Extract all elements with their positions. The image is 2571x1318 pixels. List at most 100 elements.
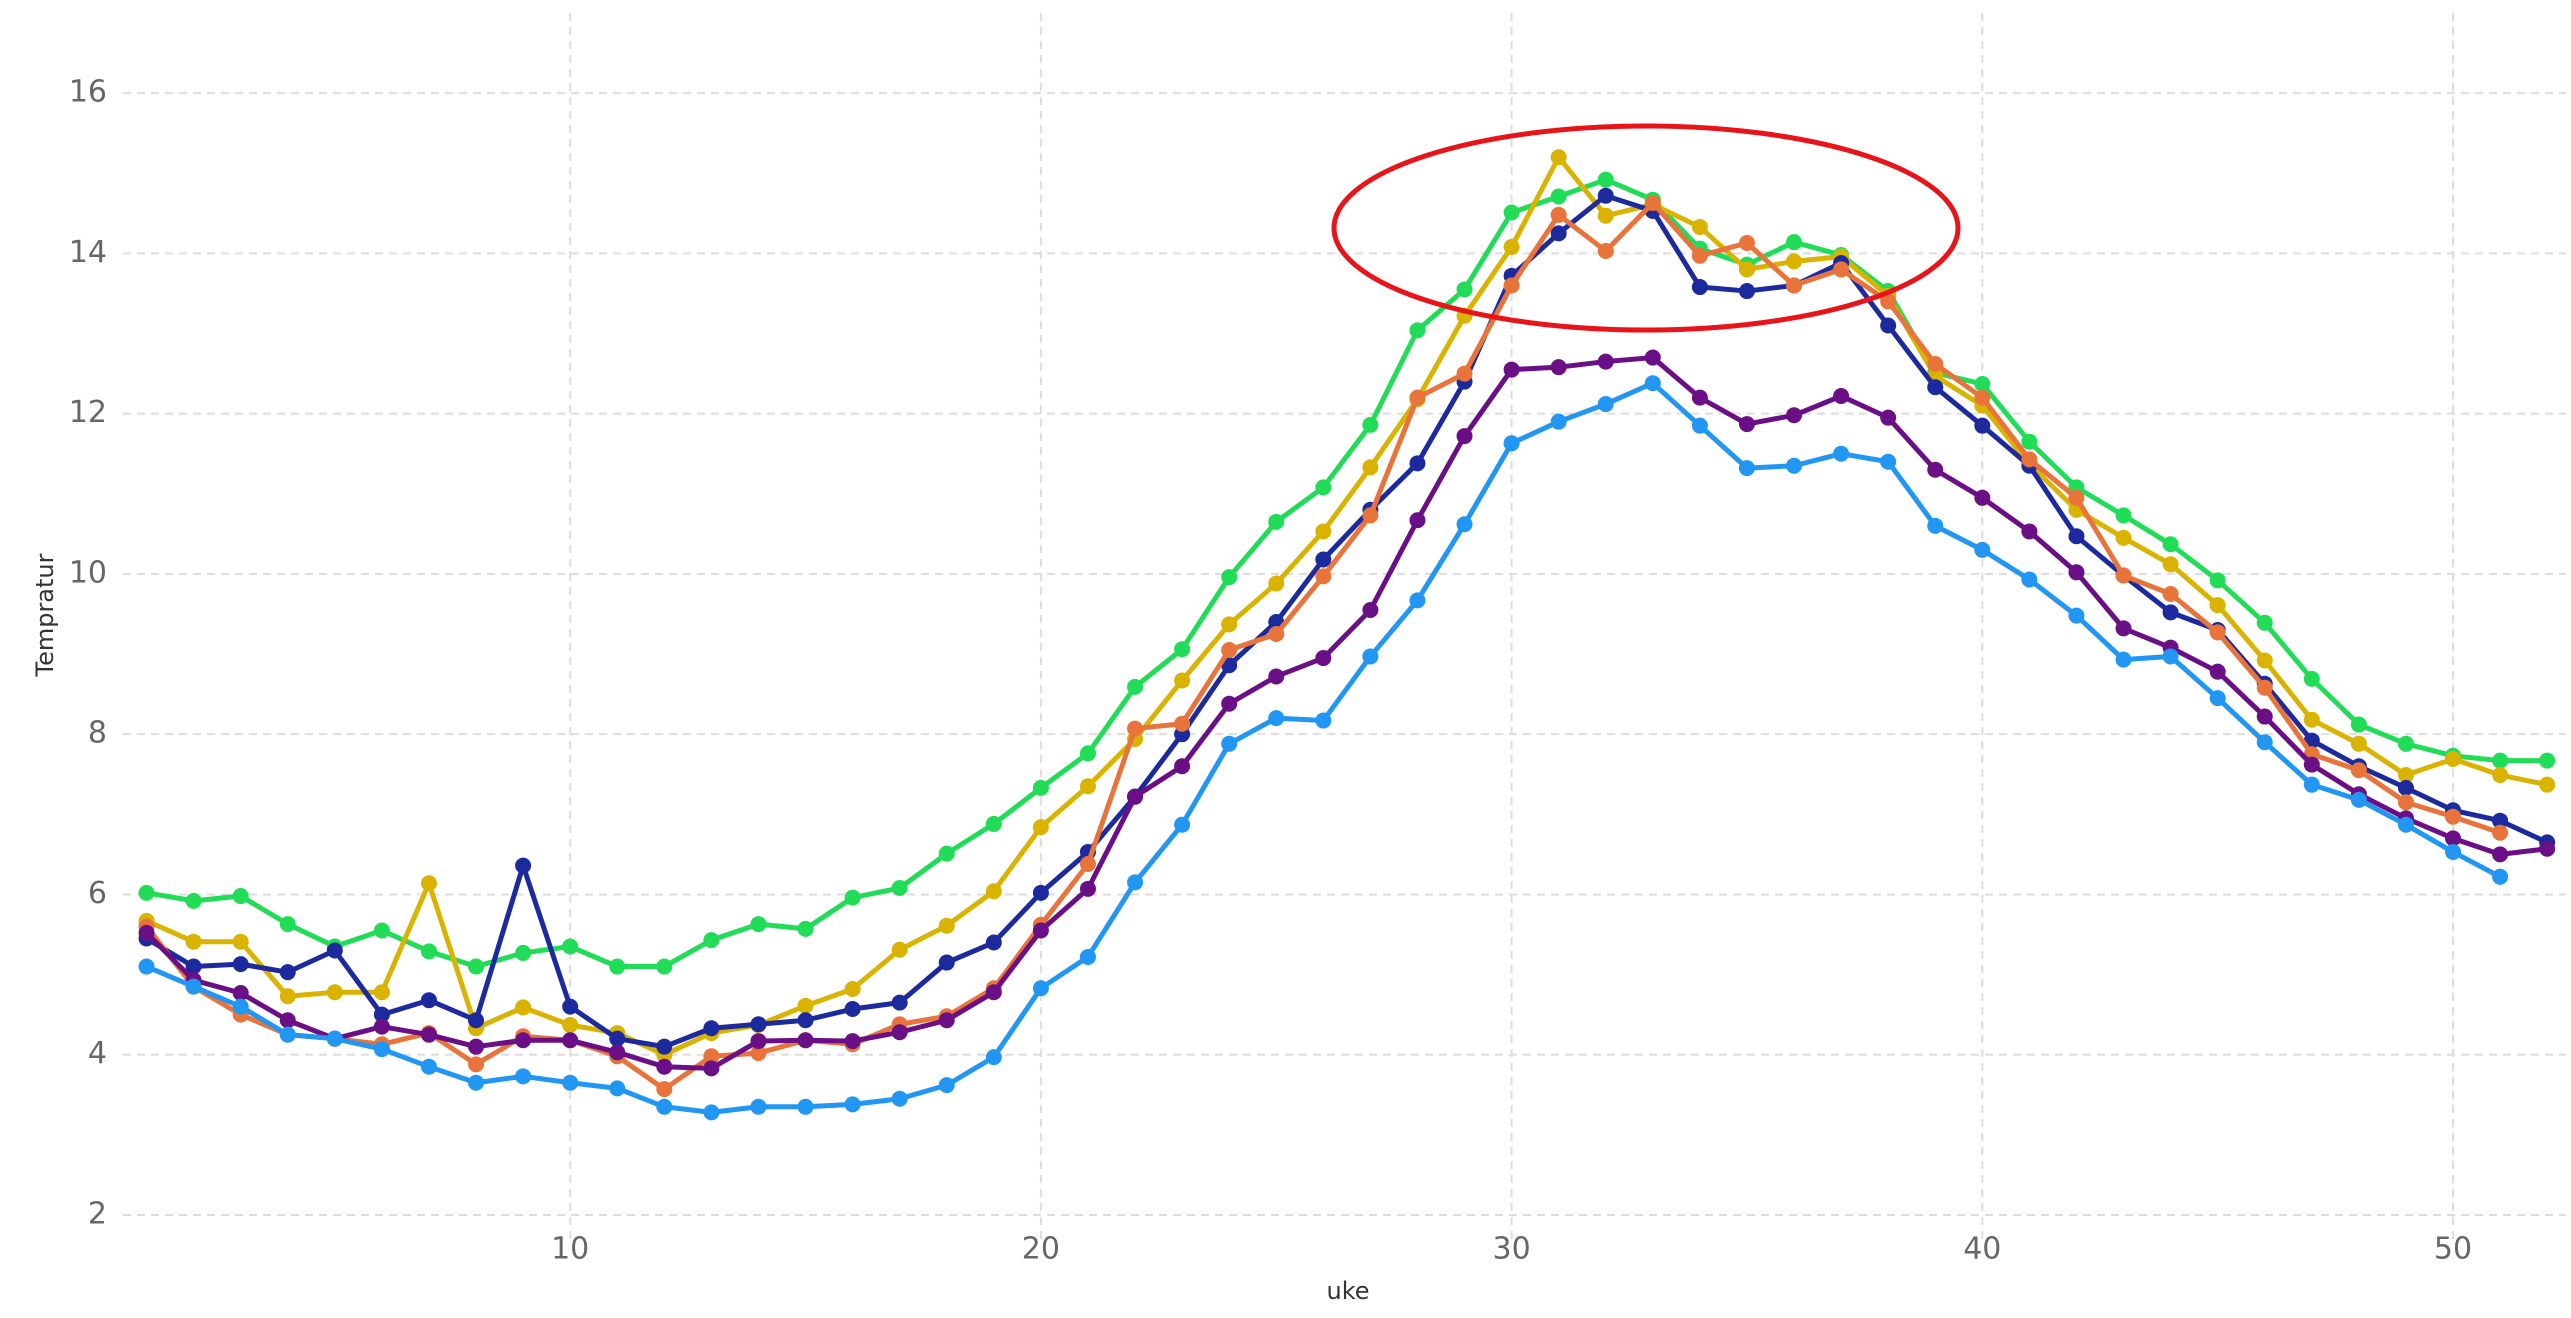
- data-point: [232, 984, 249, 1001]
- data-point: [1127, 720, 1144, 737]
- data-point: [2162, 604, 2179, 621]
- data-point: [656, 1058, 673, 1075]
- y-tick-label: 8: [88, 716, 107, 751]
- data-point: [2256, 614, 2273, 631]
- data-point: [468, 1074, 485, 1091]
- data-point: [2021, 451, 2038, 468]
- data-point: [279, 916, 296, 933]
- data-point: [2256, 679, 2273, 696]
- data-point: [844, 1001, 861, 1018]
- data-point: [1503, 238, 1520, 255]
- data-point: [1315, 650, 1332, 667]
- data-point: [2256, 708, 2273, 725]
- data-point: [1362, 459, 1379, 476]
- data-point: [2492, 812, 2509, 829]
- data-point: [1362, 601, 1379, 618]
- data-point: [2397, 779, 2414, 796]
- data-point: [609, 1030, 626, 1047]
- data-point: [1221, 657, 1238, 674]
- data-point: [1032, 779, 1049, 796]
- data-point: [562, 998, 579, 1015]
- data-point: [326, 942, 343, 959]
- y-tick-label: 4: [88, 1036, 107, 1071]
- data-point: [2209, 690, 2226, 707]
- data-point: [656, 1038, 673, 1055]
- plot: 2 4 6 8 10 12 14 16 10 20 30 40 50: [69, 13, 2566, 1267]
- data-point: [1503, 204, 1520, 221]
- data-point: [468, 1038, 485, 1055]
- data-point: [750, 1098, 767, 1115]
- data-point: [797, 920, 814, 937]
- data-point: [2492, 824, 2509, 841]
- data-point: [703, 1060, 720, 1077]
- data-point: [1409, 455, 1426, 472]
- data-point: [138, 958, 155, 975]
- data-point: [1927, 379, 1944, 396]
- series-line: [145, 193, 2549, 1050]
- data-point: [750, 916, 767, 933]
- data-point: [185, 978, 202, 995]
- data-point: [703, 1104, 720, 1121]
- data-point: [2350, 762, 2367, 779]
- data-point: [750, 1033, 767, 1050]
- data-point: [1691, 218, 1708, 235]
- data-point: [1927, 355, 1944, 372]
- y-tick-label: 12: [69, 395, 107, 430]
- data-point: [1127, 874, 1144, 891]
- y-tick-label: 6: [88, 876, 107, 911]
- data-point: [1974, 489, 1991, 506]
- x-tick-label: 20: [1022, 1232, 1060, 1267]
- data-point: [1974, 376, 1991, 393]
- series-line: [144, 200, 2501, 1092]
- data-point: [1786, 407, 1803, 424]
- data-point: [2256, 652, 2273, 669]
- data-point: [844, 980, 861, 997]
- data-point: [279, 1026, 296, 1043]
- data-point: [750, 1045, 767, 1062]
- data-point: [891, 1090, 908, 1107]
- data-point: [703, 1020, 720, 1037]
- data-point: [1786, 253, 1803, 270]
- data-point: [1456, 428, 1473, 445]
- data-point: [1927, 461, 1944, 478]
- data-point: [2539, 752, 2556, 769]
- data-point: [1550, 188, 1567, 205]
- data-point: [1268, 575, 1285, 592]
- data-point: [703, 932, 720, 949]
- data-point: [1362, 648, 1379, 665]
- data-point: [1174, 715, 1191, 732]
- data-point: [420, 992, 437, 1009]
- data-point: [1362, 507, 1379, 524]
- data-point: [1315, 479, 1332, 496]
- data-point: [938, 845, 955, 862]
- data-point: [420, 1026, 437, 1043]
- data-point: [1691, 417, 1708, 434]
- data-point: [1644, 194, 1661, 211]
- data-point: [1880, 409, 1897, 426]
- data-point: [1833, 445, 1850, 462]
- data-point: [2162, 556, 2179, 573]
- data-point: [985, 883, 1002, 900]
- data-point: [2115, 529, 2132, 546]
- data-point: [515, 944, 532, 961]
- data-point: [1503, 277, 1520, 294]
- data-point: [1691, 389, 1708, 406]
- data-point: [232, 998, 249, 1015]
- data-point: [1644, 349, 1661, 366]
- data-point: [656, 958, 673, 975]
- data-point: [515, 1068, 532, 1085]
- data-point: [2445, 808, 2462, 825]
- data-point: [2350, 791, 2367, 808]
- data-point: [2492, 868, 2509, 885]
- data-point: [420, 1058, 437, 1075]
- data-point: [1550, 359, 1567, 376]
- data-point: [2397, 735, 2414, 752]
- data-point: [938, 917, 955, 934]
- x-tick-label: 50: [2434, 1232, 2472, 1267]
- data-point: [797, 1098, 814, 1115]
- data-point: [515, 857, 532, 874]
- data-point: [1127, 788, 1144, 805]
- data-point: [2445, 830, 2462, 847]
- data-point: [1409, 512, 1426, 529]
